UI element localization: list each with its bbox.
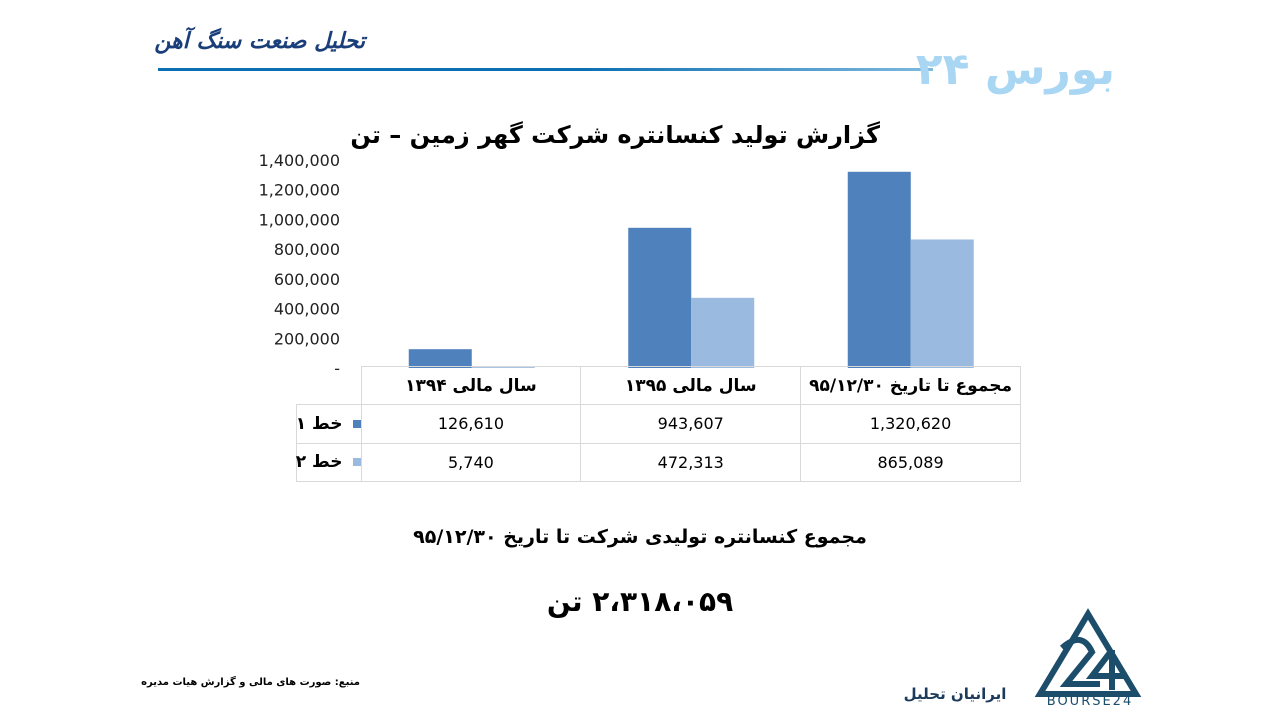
table-header-cell: سال مالی ۱۳۹۵ [580, 365, 802, 406]
y-tick-label: 200,000 [274, 329, 340, 348]
summary-text: مجموع کنسانتره تولیدی شرکت تا تاریخ ۹۵/۱… [413, 526, 867, 548]
table-corner [296, 366, 362, 406]
bar-2-2 [691, 297, 755, 368]
table-cell: 126,610 [360, 404, 582, 444]
bourse24-logo: بورس ۲۴ [915, 44, 1115, 95]
y-tick-label: 400,000 [274, 300, 340, 319]
y-tick-label: 1,000,000 [259, 210, 340, 229]
table-row: خط ۱ 126,610 943,607 1,320,620 [295, 404, 1021, 444]
y-tick-label: 1,200,000 [259, 181, 340, 200]
table-cell: 865,089 [800, 442, 1021, 483]
table-cell: 5,740 [360, 442, 582, 483]
data-table: سال مالی ۱۳۹۴ سال مالی ۱۳۹۵ مجموع تا تار… [295, 365, 1021, 483]
y-tick-label: 1,400,000 [259, 151, 340, 170]
header-divider [158, 68, 933, 71]
bar-1-1 [408, 349, 472, 368]
legend-swatch-icon [352, 419, 361, 428]
table-cell: 943,607 [580, 404, 802, 444]
series-label: خط ۱ [295, 404, 362, 444]
table-cell: 472,313 [580, 442, 802, 483]
chart-title: گزارش تولید کنسانتره شرکت گهر زمین – تن [350, 121, 880, 149]
legend-swatch-icon [352, 458, 361, 467]
bar-1-2 [628, 227, 692, 368]
series-label: خط ۲ [295, 442, 362, 483]
y-tick-label: 800,000 [274, 240, 340, 259]
bar-1-3 [847, 171, 911, 368]
series-name: خط ۲ [295, 452, 343, 473]
table-header-cell: سال مالی ۱۳۹۴ [360, 365, 582, 406]
bourse24-brand-icon [1034, 608, 1142, 697]
table-header-row: سال مالی ۱۳۹۴ سال مالی ۱۳۹۵ مجموع تا تار… [296, 365, 1021, 406]
bars [408, 171, 974, 368]
y-tick-label: 600,000 [274, 270, 340, 289]
table-row: خط ۲ 5,740 472,313 865,089 [295, 442, 1021, 483]
series-name: خط ۱ [295, 413, 343, 434]
y-axis: -200,000400,000600,000800,0001,000,0001,… [259, 151, 340, 378]
header-title: تحلیل صنعت سنگ آهن [154, 29, 365, 54]
table-cell: 1,320,620 [800, 404, 1021, 444]
summary-value: ۲،۳۱۸،۰۵۹ تن [546, 585, 734, 618]
brand-logo-text: BOURSE24 [1046, 694, 1134, 709]
source-note: منبع: صورت های مالی و گزارش هیات مدیره [141, 677, 360, 688]
brand-name: ایرانیان تحلیل [903, 685, 1007, 703]
bar-2-3 [910, 239, 974, 368]
table-header-cell: مجموع تا تاریخ ۹۵/۱۲/۳۰ [800, 365, 1021, 406]
